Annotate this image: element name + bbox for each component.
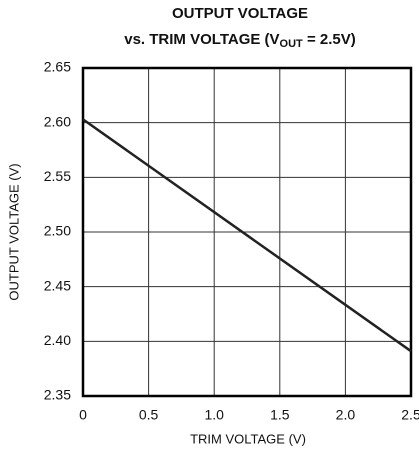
y-axis-title: OUTPUT VOLTAGE (V) bbox=[6, 163, 21, 300]
x-tick-label: 1.0 bbox=[204, 407, 224, 423]
y-tick-label: 2.60 bbox=[44, 113, 71, 129]
x-axis-title: TRIM VOLTAGE (V) bbox=[190, 431, 306, 446]
y-tick-label: 2.55 bbox=[44, 168, 71, 184]
x-tick-label: 0 bbox=[79, 407, 87, 423]
x-tick-label: 1.5 bbox=[270, 407, 290, 423]
title-subscript: OUT bbox=[280, 38, 304, 50]
x-tick-label: 2.0 bbox=[336, 407, 356, 423]
y-tick-label: 2.50 bbox=[44, 223, 71, 239]
chart-title: vs. TRIM VOLTAGE (VOUT = 2.5V) bbox=[124, 31, 355, 50]
plot-frame bbox=[81, 66, 413, 398]
y-tick-label: 2.65 bbox=[44, 59, 71, 75]
y-tick-label: 2.35 bbox=[44, 387, 71, 403]
x-tick-label: 0.5 bbox=[139, 407, 159, 423]
chart-title: OUTPUT VOLTAGE bbox=[172, 5, 308, 22]
title-part: = 2.5V) bbox=[303, 31, 356, 48]
y-tick-label: 2.40 bbox=[44, 332, 71, 348]
x-tick-label: 2.5 bbox=[401, 407, 419, 423]
y-tick-label: 2.45 bbox=[44, 277, 71, 293]
data-line bbox=[82, 118, 412, 353]
title-part: vs. TRIM VOLTAGE (V bbox=[124, 31, 279, 48]
